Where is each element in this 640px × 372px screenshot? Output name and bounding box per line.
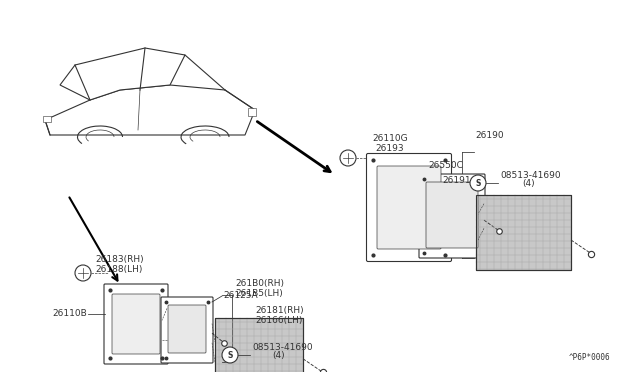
FancyBboxPatch shape [112,294,160,354]
Text: 26193: 26193 [375,144,404,153]
Text: S: S [227,350,233,359]
Polygon shape [60,48,185,100]
Text: ^P6P*0006: ^P6P*0006 [568,353,610,362]
Text: 26110B: 26110B [52,310,87,318]
Text: S: S [476,179,481,187]
Text: 26190: 26190 [475,131,504,140]
Text: 26191: 26191 [442,176,470,185]
Bar [215,318,303,372]
Text: 08513-41690: 08513-41690 [500,171,561,180]
Text: 26125A: 26125A [223,291,258,299]
Text: 26183(RH): 26183(RH) [95,255,143,264]
FancyBboxPatch shape [161,297,213,363]
Circle shape [470,175,486,191]
Bar [43,116,51,122]
Text: (4): (4) [522,179,534,188]
Text: 08513-41690: 08513-41690 [252,343,312,352]
Text: 261B0(RH): 261B0(RH) [235,279,284,288]
FancyBboxPatch shape [419,174,485,258]
Text: 26550C: 26550C [428,161,463,170]
FancyBboxPatch shape [168,305,206,353]
Text: (4): (4) [272,351,285,360]
Text: 26188(LH): 26188(LH) [95,265,142,274]
Bar [215,318,303,372]
Text: 261B5(LH): 261B5(LH) [235,289,283,298]
Circle shape [75,265,91,281]
Circle shape [340,150,356,166]
Text: 26110G: 26110G [372,134,408,143]
Bar [476,195,571,270]
FancyBboxPatch shape [104,284,168,364]
Polygon shape [45,85,255,135]
Circle shape [222,347,238,363]
Text: 26166(LH): 26166(LH) [255,316,302,325]
FancyBboxPatch shape [377,166,441,249]
FancyBboxPatch shape [367,154,451,262]
Bar [476,195,571,270]
Text: 26181(RH): 26181(RH) [255,306,303,315]
Bar [248,108,256,116]
FancyBboxPatch shape [426,182,478,248]
